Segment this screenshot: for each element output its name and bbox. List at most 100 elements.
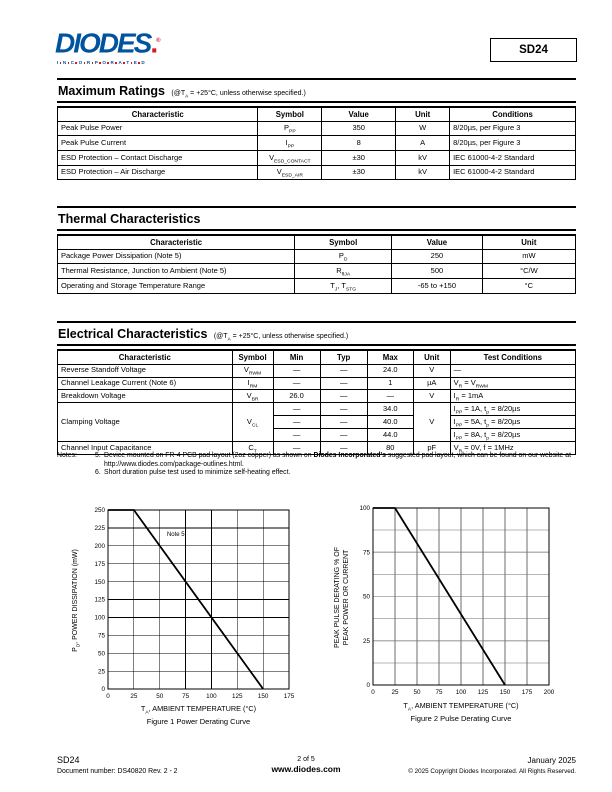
x-tick-label: 200 bbox=[544, 689, 555, 696]
logo-letter: A bbox=[118, 60, 122, 66]
table-cell: — bbox=[272, 415, 321, 430]
x-tick-label: 175 bbox=[284, 693, 295, 700]
column-header: Characteristic bbox=[56, 106, 259, 122]
x-tick-label: 150 bbox=[500, 689, 511, 696]
column-header: Characteristic bbox=[56, 234, 296, 250]
table-cell: Channel Input Capacitance bbox=[57, 440, 233, 455]
table-cell: VR = VRWM bbox=[449, 376, 577, 391]
logo-dot-separator bbox=[67, 62, 70, 64]
table-cell: — bbox=[319, 402, 368, 417]
logo-dot-separator bbox=[59, 62, 62, 64]
x-tick-label: 75 bbox=[182, 693, 190, 700]
table-cell: IRM bbox=[231, 376, 274, 391]
link[interactable]: http://www.diodes.com/package-outlines.h… bbox=[104, 460, 242, 468]
figure-1-x-axis-label: TA, AMBIENT TEMPERATURE (°C) bbox=[140, 704, 257, 716]
y-tick-label: 0 bbox=[101, 686, 105, 693]
table-cell: — bbox=[319, 440, 368, 455]
table-cell: — bbox=[449, 363, 577, 378]
notes-items: 5. Device mounted on FR-4 PCB pad layout… bbox=[95, 452, 574, 478]
figure-2-chart: 0 25 50 75 100 125 150 175 200 0 25 50 75 100 bbox=[353, 504, 565, 703]
plot-border bbox=[372, 507, 550, 686]
column-header: Symbol bbox=[294, 234, 393, 250]
table-cell: — bbox=[272, 428, 321, 442]
column-header: Typ bbox=[319, 349, 368, 365]
note-number: 5. bbox=[95, 452, 101, 459]
table-cell: kV bbox=[395, 164, 451, 181]
y-tick-label: 50 bbox=[98, 650, 106, 657]
pulse-derating-curve bbox=[373, 507, 506, 686]
table-cell: — bbox=[319, 376, 368, 391]
table-cell: VCL bbox=[231, 402, 274, 442]
logo-letter: O bbox=[102, 60, 106, 66]
section-title: Maximum Ratings bbox=[58, 84, 165, 99]
footer-document-number: Document number: DS40820 Rev. 2 - 2 bbox=[57, 768, 178, 775]
x-tick-label: 25 bbox=[391, 689, 399, 696]
maximum-ratings-table: Characteristic Symbol Value Unit Conditions P… bbox=[56, 105, 576, 181]
logo-dot-separator bbox=[99, 62, 101, 64]
table-cell: IPP = 8A, tp = 8/20µs bbox=[449, 428, 577, 442]
x-tick-label: 75 bbox=[435, 689, 443, 696]
logo-letter: N bbox=[62, 60, 67, 66]
table-cell: — bbox=[366, 389, 414, 404]
note-text: Device mounted on FR-4 PCB pad layout (2… bbox=[104, 452, 572, 468]
table-cell: IPP = 1A, tp = 8/20µs bbox=[449, 402, 577, 417]
table-cell: ±30 bbox=[321, 150, 397, 166]
note-6: 6. Short duration pulse test used to min… bbox=[95, 469, 574, 478]
table-cell: 350 bbox=[321, 120, 397, 137]
table-cell: °C/W bbox=[481, 263, 577, 280]
table-cell: Clamping Voltage bbox=[57, 402, 233, 442]
table-cell: 44.0 bbox=[366, 428, 414, 442]
y-tick-label: 100 bbox=[94, 615, 105, 622]
power-derating-curve bbox=[108, 509, 264, 690]
data-table: Characteristic Symbol Value Unit Package Pow… bbox=[56, 233, 577, 294]
column-header: Test Conditions bbox=[449, 349, 577, 365]
column-header: Value bbox=[391, 234, 483, 250]
table-cell: IPP = 5A, tp = 8/20µs bbox=[449, 415, 577, 430]
table-cell: Thermal Resistance, Junction to Ambient … bbox=[56, 263, 296, 280]
y-tick-label: 75 bbox=[98, 633, 106, 640]
table-cell: VESD_CONTACT bbox=[257, 150, 323, 166]
table-cell: — bbox=[319, 389, 368, 404]
logo-letter: D bbox=[141, 60, 145, 66]
logo-dot-separator bbox=[138, 62, 141, 64]
table-cell: ±30 bbox=[321, 164, 397, 181]
section-subtitle: (@TA = +25°C, unless otherwise specified… bbox=[171, 90, 306, 99]
section-title: Electrical Characteristics bbox=[58, 327, 208, 342]
figure-1-chart: 0 25 50 75 100 125 150 175 0 25 50 75 100 125 150 175 20… bbox=[84, 506, 303, 707]
logo-letter: I bbox=[57, 60, 59, 66]
table-cell: IEC 61000-4-2 Standard bbox=[449, 164, 576, 181]
table-cell: Breakdown Voltage bbox=[57, 389, 233, 404]
table-cell: ESD Protection – Air Discharge bbox=[56, 164, 259, 181]
note-5: 5. Device mounted on FR-4 PCB pad layout… bbox=[95, 452, 574, 469]
y-tick-label: 0 bbox=[366, 682, 370, 689]
table-cell: — bbox=[319, 428, 368, 442]
y-tick-label: 25 bbox=[363, 638, 371, 645]
table-cell: -65 to +150 bbox=[391, 278, 483, 294]
table-cell: V bbox=[412, 389, 451, 404]
x-tick-label: 150 bbox=[258, 693, 269, 700]
footer-website-link[interactable]: www.diodes.com bbox=[271, 764, 341, 774]
table-cell: 8/20µs, per Figure 3 bbox=[449, 135, 576, 152]
logo-letter: E bbox=[133, 60, 137, 66]
divider bbox=[57, 344, 576, 346]
section-subtitle: (@TA = +25°C, unless otherwise specified… bbox=[213, 333, 349, 342]
logo-letter: P bbox=[94, 60, 98, 66]
table-cell: V bbox=[412, 402, 451, 442]
y-tick-label: 25 bbox=[98, 668, 106, 675]
column-header: Symbol bbox=[231, 349, 274, 365]
table-cell: — bbox=[272, 363, 321, 378]
table-cell: ESD Protection – Contact Discharge bbox=[56, 150, 259, 166]
x-tick-label: 0 bbox=[371, 689, 375, 696]
table-cell: kV bbox=[395, 150, 451, 166]
table-cell: PPP bbox=[257, 120, 323, 137]
divider bbox=[57, 206, 576, 209]
section-thermal-characteristics: Thermal Characteristics Characteristic Sy… bbox=[56, 206, 577, 294]
table-cell: °C bbox=[481, 278, 577, 294]
table-cell: TJ, TSTG bbox=[294, 278, 393, 294]
thermal-characteristics-table: Characteristic Symbol Value Unit Package Pow… bbox=[56, 233, 577, 294]
footer-center: 2 of 5 www.diodes.com bbox=[0, 756, 612, 774]
footer-right: January 2025 © 2025 Copyright Diodes Inc… bbox=[408, 756, 576, 775]
column-header: Value bbox=[321, 106, 397, 122]
section-maximum-ratings: Maximum Ratings (@TA = +25°C, unless oth… bbox=[56, 78, 576, 181]
